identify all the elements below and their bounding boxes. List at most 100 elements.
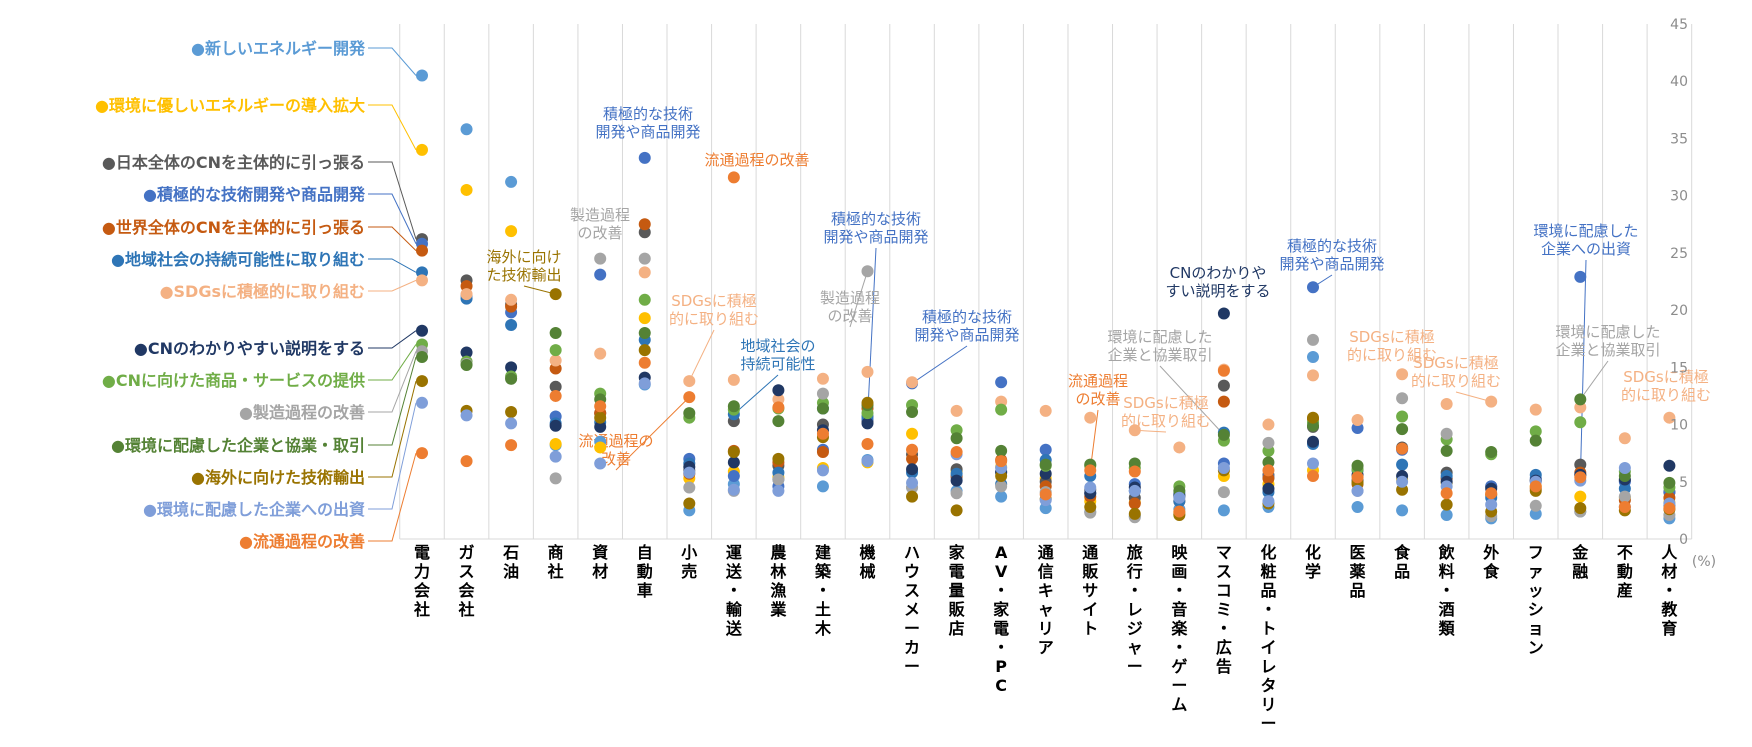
legend-entry-overseas: ●海外に向けた技術輸出	[191, 468, 365, 487]
point-manufacturing	[772, 473, 785, 486]
point-invest	[505, 417, 518, 430]
point-distribution	[861, 438, 874, 451]
annotation-label: SDGsに積極的に取り組む	[1347, 328, 1437, 364]
point-eco_energy	[1574, 490, 1587, 503]
point-invest	[638, 377, 651, 390]
point-invest	[727, 483, 740, 496]
point-new_energy	[1217, 504, 1230, 517]
point-partner	[1485, 446, 1498, 459]
legend-entry-tech_dev: ●積極的な技術開発や商品開発	[143, 185, 366, 204]
category-label: 家電量販店	[949, 543, 966, 638]
point-overseas	[772, 452, 785, 465]
point-invest	[1262, 495, 1275, 508]
point-regional	[1396, 458, 1409, 471]
category-label: 化学	[1305, 543, 1321, 581]
point-sdgs	[505, 293, 518, 306]
point-overseas	[638, 344, 651, 357]
annotation-leader	[1579, 360, 1609, 400]
point-manufacturing	[816, 387, 829, 400]
point-japan_cn	[1217, 379, 1230, 392]
point-distribution	[772, 401, 785, 414]
point-sdgs	[460, 288, 473, 301]
point-tech_dev	[1574, 270, 1587, 283]
point-invest	[772, 484, 785, 497]
annotation-label: 海外に向けた技術輸出	[486, 248, 561, 284]
point-partner	[638, 327, 651, 339]
point-distribution	[416, 447, 428, 460]
point-new_energy	[816, 480, 829, 493]
category-label: 映画・音楽・ゲーム	[1170, 543, 1188, 714]
point-explain	[505, 361, 518, 374]
point-overseas	[1574, 502, 1587, 515]
point-partner	[906, 405, 919, 418]
point-distribution	[594, 400, 607, 413]
point-sdgs	[1485, 395, 1498, 408]
point-manufacturing	[1529, 499, 1542, 512]
point-eco_energy	[594, 441, 607, 454]
point-distribution	[1128, 465, 1141, 478]
legend-entry-invest: ●環境に配慮した企業への出資	[143, 500, 365, 519]
category-label: 通販サイト	[1082, 543, 1099, 638]
point-new_energy	[416, 69, 428, 82]
point-japan_cn	[549, 380, 562, 393]
point-distribution	[1084, 464, 1097, 477]
point-sdgs	[1307, 369, 1319, 382]
point-overseas	[549, 288, 562, 301]
category-label: ハウスメーカー	[904, 543, 920, 676]
category-label: 不動産	[1617, 543, 1633, 600]
category-label: 旅行・レジャー	[1126, 543, 1143, 676]
point-manufacturing	[1262, 436, 1275, 449]
point-partner	[1574, 393, 1587, 406]
annotation-leader	[867, 247, 877, 419]
y-tick-label: 30	[1670, 189, 1688, 205]
category-label: 建築・土木	[814, 543, 832, 638]
point-tech_dev	[995, 376, 1008, 389]
legend-leader-line	[368, 380, 417, 478]
point-partner	[1217, 428, 1230, 441]
point-partner	[460, 359, 473, 372]
point-invest	[594, 457, 607, 470]
legend: ●新しいエネルギー開発 ●環境に優しいエネルギーの導入拡大 ●日本全体のCNを主体的…	[95, 39, 417, 551]
y-tick-label: 40	[1670, 74, 1688, 90]
point-distribution	[1307, 470, 1319, 483]
point-partner	[1396, 423, 1409, 436]
y-tick-label: 5	[1679, 475, 1688, 491]
legend-leader-line	[368, 402, 417, 510]
point-invest	[683, 466, 696, 479]
point-overseas	[906, 490, 919, 503]
point-overseas	[683, 497, 696, 510]
annotation-label: 積極的な技術開発や商品開発	[595, 105, 700, 141]
point-partner	[1039, 458, 1052, 471]
category-label: 人材・教育	[1661, 543, 1678, 638]
point-partner	[950, 432, 963, 445]
legend-entry-products: ●CNに向けた商品・サービスの提供	[102, 371, 365, 390]
category-label: 電力会社	[413, 543, 430, 619]
point-overseas	[1440, 498, 1453, 511]
point-distribution	[816, 427, 829, 440]
point-sdgs	[638, 266, 651, 279]
point-manufacturing	[1440, 427, 1453, 440]
point-distribution	[1351, 471, 1364, 484]
annotation-leader	[1579, 259, 1587, 481]
point-explain	[772, 384, 785, 397]
legend-entry-eco_energy: ●環境に優しいエネルギーの導入拡大	[95, 96, 365, 115]
annotation-label: 積極的な技術開発や商品開発	[823, 210, 928, 246]
point-tech_dev	[1307, 281, 1319, 294]
legend-entry-sdgs: ●SDGsに積極的に取り組む	[160, 282, 365, 301]
annotation-label: 環境に配慮した企業と協業取引	[1107, 328, 1212, 364]
point-partner	[1440, 444, 1453, 457]
annotation-label: SDGsに積極的に取り組む	[669, 292, 759, 328]
point-distribution	[638, 356, 651, 369]
point-partner	[505, 372, 518, 385]
point-invest	[549, 450, 562, 463]
point-sdgs	[594, 347, 607, 360]
point-overseas	[416, 375, 428, 388]
point-eco_energy	[416, 143, 428, 156]
point-manufacturing	[1307, 333, 1319, 346]
point-tech_dev	[1039, 443, 1052, 456]
point-products	[995, 403, 1008, 416]
point-distribution	[1396, 442, 1409, 455]
point-explain	[594, 420, 607, 433]
category-label: ガス会社	[458, 543, 475, 619]
